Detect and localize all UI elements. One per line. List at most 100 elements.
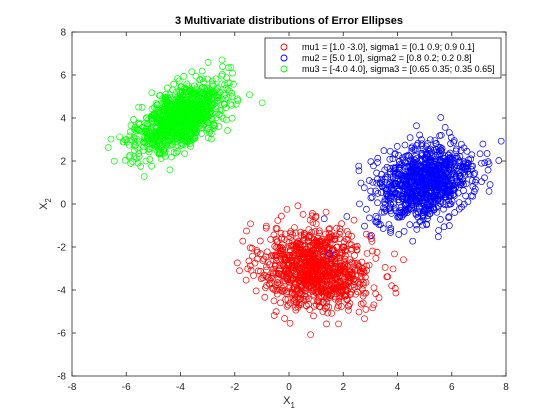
data-point — [252, 287, 260, 295]
data-point — [464, 198, 472, 206]
data-point — [186, 121, 193, 129]
data-point — [146, 156, 154, 163]
data-point — [323, 245, 330, 252]
data-point — [322, 208, 330, 216]
data-point — [208, 80, 216, 88]
data-point — [275, 280, 283, 288]
data-point — [200, 98, 208, 106]
data-point — [259, 274, 267, 282]
data-point — [263, 263, 270, 271]
data-point — [222, 84, 230, 92]
data-point — [393, 143, 401, 150]
data-point — [374, 175, 381, 183]
data-point — [326, 250, 333, 257]
y-tick-label: -8 — [57, 372, 66, 383]
data-point — [164, 84, 171, 92]
data-point — [484, 158, 492, 165]
data-point — [212, 75, 220, 83]
data-point — [391, 150, 399, 158]
data-point — [470, 171, 478, 178]
data-point — [481, 174, 488, 182]
data-point — [368, 232, 375, 239]
data-point — [379, 204, 387, 212]
data-point — [438, 145, 446, 152]
data-point — [355, 162, 363, 170]
data-point — [156, 116, 163, 124]
data-point — [127, 122, 135, 129]
data-point — [356, 200, 363, 208]
data-point — [396, 161, 403, 168]
data-point — [284, 296, 292, 303]
data-point — [450, 164, 458, 171]
data-point — [214, 94, 221, 102]
data-point — [317, 293, 325, 300]
data-point — [389, 265, 397, 273]
data-point — [416, 182, 423, 190]
data-point — [387, 168, 394, 176]
y-tick-label: 8 — [60, 28, 66, 39]
data-point — [395, 231, 403, 238]
data-point — [166, 103, 173, 111]
data-point — [174, 147, 181, 155]
data-point — [338, 292, 346, 300]
data-point — [408, 147, 416, 155]
data-point — [423, 165, 431, 173]
data-point — [344, 287, 351, 295]
data-point — [315, 229, 323, 237]
data-point — [377, 221, 384, 228]
data-point — [310, 312, 317, 320]
data-point — [467, 192, 475, 200]
data-point — [306, 216, 314, 224]
data-point — [135, 103, 143, 111]
data-point — [204, 134, 212, 142]
data-point — [304, 295, 312, 303]
data-point — [373, 179, 381, 187]
data-point — [395, 158, 403, 165]
data-point — [436, 144, 444, 151]
data-point — [132, 142, 139, 149]
data-point — [210, 121, 218, 129]
data-point — [245, 257, 253, 265]
data-point — [170, 113, 177, 121]
data-point — [204, 93, 211, 101]
data-point — [218, 80, 225, 88]
data-point — [167, 114, 175, 122]
data-point — [408, 178, 416, 185]
data-point — [132, 155, 140, 162]
data-point — [380, 147, 388, 154]
data-point — [342, 287, 349, 295]
data-point — [408, 143, 416, 151]
data-point — [287, 234, 295, 241]
data-point — [381, 205, 389, 212]
data-point — [278, 212, 285, 220]
data-point — [116, 133, 123, 141]
data-point — [407, 156, 414, 164]
data-point — [325, 303, 333, 311]
series-points-3 — [104, 56, 266, 180]
x-tick-label: 2 — [340, 382, 346, 393]
data-point — [415, 170, 423, 178]
data-point — [254, 248, 261, 256]
data-point — [317, 256, 324, 264]
data-point — [228, 101, 236, 109]
data-point — [151, 110, 158, 118]
data-point — [375, 221, 383, 228]
data-point — [460, 200, 468, 208]
data-point — [309, 288, 317, 295]
data-point — [155, 140, 163, 148]
data-point — [348, 232, 355, 240]
data-point — [146, 130, 154, 138]
data-point — [176, 133, 183, 141]
data-point — [223, 116, 230, 124]
data-point — [126, 128, 134, 136]
data-point — [110, 157, 118, 165]
data-point — [121, 156, 129, 164]
data-point — [467, 155, 475, 163]
data-point — [160, 132, 167, 140]
data-point — [207, 101, 215, 109]
data-point — [148, 117, 156, 125]
data-point — [468, 151, 476, 159]
data-point — [404, 174, 412, 181]
data-point — [414, 208, 422, 215]
data-point — [302, 293, 310, 300]
